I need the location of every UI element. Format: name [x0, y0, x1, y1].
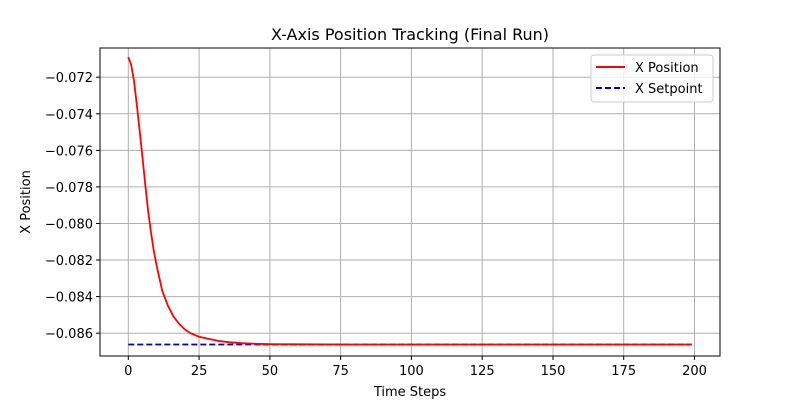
chart-title: X-Axis Position Tracking (Final Run) [271, 25, 549, 44]
y-tick-label: −0.080 [45, 218, 93, 233]
x-tick-label: 200 [682, 364, 707, 379]
y-tick-label: −0.074 [45, 108, 93, 123]
x-tick-label: 100 [399, 364, 424, 379]
legend-label-x-position: X Position [635, 61, 699, 76]
x-tick-label: 175 [611, 364, 636, 379]
x-tick-label: 50 [262, 364, 279, 379]
legend-label-x-setpoint: X Setpoint [635, 82, 703, 97]
x-axis: 0 25 50 75 100 125 150 175 200 [124, 356, 707, 379]
y-tick-label: −0.072 [45, 71, 93, 86]
x-tick-label: 75 [332, 364, 349, 379]
x-tick-label: 150 [541, 364, 566, 379]
y-tick-label: −0.076 [45, 144, 93, 159]
y-tick-label: −0.082 [45, 254, 93, 269]
y-tick-label: −0.084 [45, 291, 93, 306]
x-tick-label: 125 [470, 364, 495, 379]
x-axis-label: Time Steps [373, 385, 447, 400]
x-tick-label: 0 [124, 364, 132, 379]
y-tick-label: −0.078 [45, 181, 93, 196]
y-tick-label: −0.086 [45, 327, 93, 342]
y-axis: −0.072 −0.074 −0.076 −0.078 −0.080 −0.082 −0.0… [45, 71, 100, 342]
series-layer [127, 56, 692, 346]
legend: X Position X Setpoint [590, 54, 714, 103]
y-axis-label: X Position [19, 170, 34, 234]
x-position-line [127, 56, 692, 346]
plot-frame [99, 47, 721, 357]
x-tick-label: 25 [191, 364, 208, 379]
